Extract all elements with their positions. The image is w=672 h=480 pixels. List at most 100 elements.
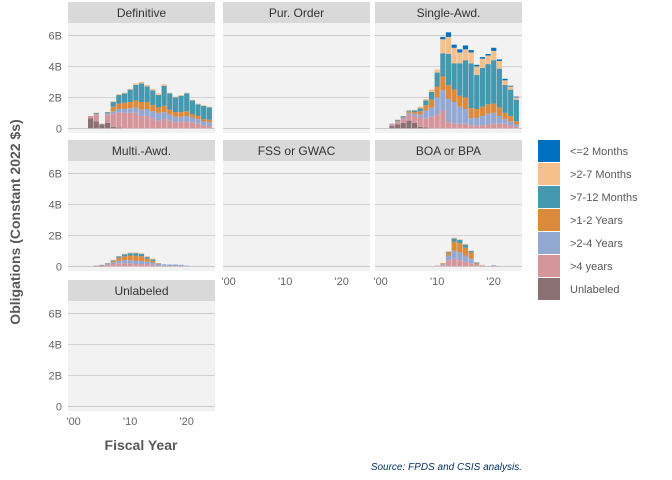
bar-segment-2-months-2023: [508, 85, 514, 87]
bar-segment-7-12-months-2015: [462, 60, 469, 98]
bar-segment-2-months-2017: [474, 64, 480, 67]
bar-segment-7-12-months-2006: [104, 112, 111, 113]
bar-segment-1-2-years-2006: [104, 112, 111, 114]
bar-segment-4-years-2013: [451, 258, 457, 267]
bar-segment-4-years-2017: [167, 266, 173, 267]
bar-segment-4-years-2002: [389, 124, 395, 127]
y-tick-label: 6B: [49, 30, 62, 42]
bar-segment-7-12-months-2014: [457, 240, 463, 244]
bar-segment-1-2-years-2014: [457, 95, 463, 107]
bar-segment-2-4-years-2018: [479, 115, 486, 126]
legend-label-7-12-months: >7-12 Months: [570, 192, 638, 204]
bar-segment-2-4-years-2024: [206, 122, 212, 127]
bar-segment-4-years-2017: [167, 120, 173, 129]
bar-segment-2-4-years-2018: [172, 116, 179, 123]
bar-segment-1-2-years-2006: [104, 263, 111, 265]
bar-segment-2-4-years-2009: [121, 260, 128, 264]
bar-segment-1-2-years-2023: [201, 119, 207, 122]
facet-fss-or-gwac: FSS or GWAC '00 '10 '20: [221, 140, 370, 288]
bar-segment-4-years-2008: [423, 118, 429, 128]
bar-segment-7-12-months-2012: [138, 253, 145, 257]
bar-segment-2-4-years-2008: [423, 110, 429, 119]
bar-segment-4-years-2004: [93, 115, 99, 122]
bar-segment-2-4-years-2007: [110, 262, 116, 265]
bar-segment-unlabeled-2004: [93, 121, 99, 129]
legend-label-unlabeled: Unlabeled: [570, 284, 620, 296]
bar-segment-2-7-months-2007: [110, 259, 116, 261]
facet-multi-awd: Multi.-Awd. 0 2B 4B 6B: [49, 140, 215, 273]
bar-segment-2-4-years-2014: [150, 111, 156, 119]
bar-segment-1-2-years-2015: [155, 107, 162, 113]
bar-segment-7-12-months-2010: [434, 72, 440, 87]
bar-segment-7-12-months-2007: [417, 108, 423, 112]
bar-segment-7-12-months-2017: [474, 74, 480, 109]
bar-segment-7-12-months-2016: [161, 85, 167, 106]
facet-title: Definitive: [117, 6, 167, 20]
bar-segment-2-7-months-2011: [133, 252, 139, 254]
bar-segment-1-2-years-2016: [468, 108, 474, 119]
legend-label-2-7-months: >2-7 Months: [570, 169, 632, 181]
bar-segment-4-years-2006: [104, 264, 111, 267]
bar-segment-2-7-months-2011: [133, 83, 139, 85]
bar-segment-2-7-months-2007: [110, 101, 116, 103]
bar-segment-1-2-years-2015: [155, 263, 162, 265]
bar-segment-2-7-months-2018: [479, 58, 486, 68]
bar-segment-4-years-2009: [121, 112, 128, 129]
bar-segment-2-4-years-2024: [513, 124, 519, 127]
bar-segment-2-4-years-2008: [116, 108, 122, 113]
bar-segment-2-months-2011: [440, 36, 446, 40]
bar-segment-2-4-years-2022: [195, 119, 201, 124]
bar-segment-2-4-years-2011: [133, 260, 139, 265]
bar-segment-2-months-2019: [485, 53, 491, 56]
bar-segment-1-2-years-2017: [167, 109, 173, 115]
x-tick-label: '00: [373, 276, 387, 288]
bar-segment-2-7-months-2020: [184, 92, 190, 94]
x-tick-label: '10: [430, 276, 444, 288]
bar-segment-4-years-2016: [468, 125, 474, 129]
bar-segment-7-12-months-2021: [496, 68, 502, 108]
bar-segment-4-years-2011: [440, 110, 446, 129]
bar-segment-1-2-years-2014: [150, 260, 156, 263]
bar-segment-1-2-years-2015: [462, 247, 469, 256]
bar-segment-1-2-years-2011: [133, 100, 139, 108]
bar-segment-2-4-years-2014: [457, 252, 463, 261]
bar-segment-2-4-years-2015: [462, 108, 469, 124]
bar-segment-4-years-2004: [93, 265, 99, 267]
facet-title: Multi.-Awd.: [112, 144, 171, 158]
bar-segment-1-2-years-2007: [110, 260, 116, 263]
bar-segment-2-4-years-2015: [462, 255, 469, 262]
bar-segment-2-4-years-2014: [457, 106, 463, 124]
bar-segment-1-2-years-2009: [121, 102, 128, 109]
legend-swatch-7-12-months: [538, 186, 560, 208]
bar-segment-7-12-months-2016: [468, 63, 474, 109]
legend-swatch-unlabeled: [538, 278, 560, 300]
y-tick-label: 6B: [49, 308, 62, 320]
bar-segment-2-7-months-2012: [138, 253, 145, 254]
bar-segment-2-4-years-2012: [138, 109, 145, 116]
bar-segment-2-4-years-2015: [155, 264, 162, 266]
bar-segment-2-7-months-2010: [127, 252, 133, 254]
bar-segment-2-months-2020: [491, 47, 497, 51]
bar-segment-2-4-years-2020: [491, 112, 497, 124]
bar-segment-2-4-years-2020: [184, 265, 190, 267]
bar-segment-2-7-months-2021: [496, 60, 502, 69]
bar-segment-4-years-2009: [428, 116, 435, 129]
facet-strip: [375, 140, 522, 161]
y-axis-title: Obligations (Constant 2022 $s): [7, 119, 23, 324]
y-tick-label: 4B: [49, 199, 62, 211]
bar-segment-2-7-months-2009: [121, 253, 128, 255]
bar-segment-unlabeled-2008: [423, 127, 429, 129]
bar-segment-7-12-months-2022: [195, 104, 201, 116]
bar-segment-unlabeled-2004: [93, 265, 99, 267]
bar-segment-1-2-years-2017: [474, 108, 480, 118]
legend-label-2-4-years: >2-4 Years: [570, 238, 623, 250]
bar-segment-2-4-years-2013: [144, 261, 150, 265]
bar-segment-2-4-years-2018: [479, 265, 486, 267]
bar-segment-2-4-years-2004: [93, 114, 99, 116]
plot-background: [68, 161, 215, 271]
bar-segment-1-2-years-2017: [474, 263, 480, 265]
bar-segment-2-months-2012: [445, 32, 452, 37]
bar-segment-1-2-years-2012: [138, 256, 145, 261]
bar-segment-2-7-months-2015: [462, 49, 469, 61]
bar-segment-7-12-months-2013: [144, 86, 150, 103]
